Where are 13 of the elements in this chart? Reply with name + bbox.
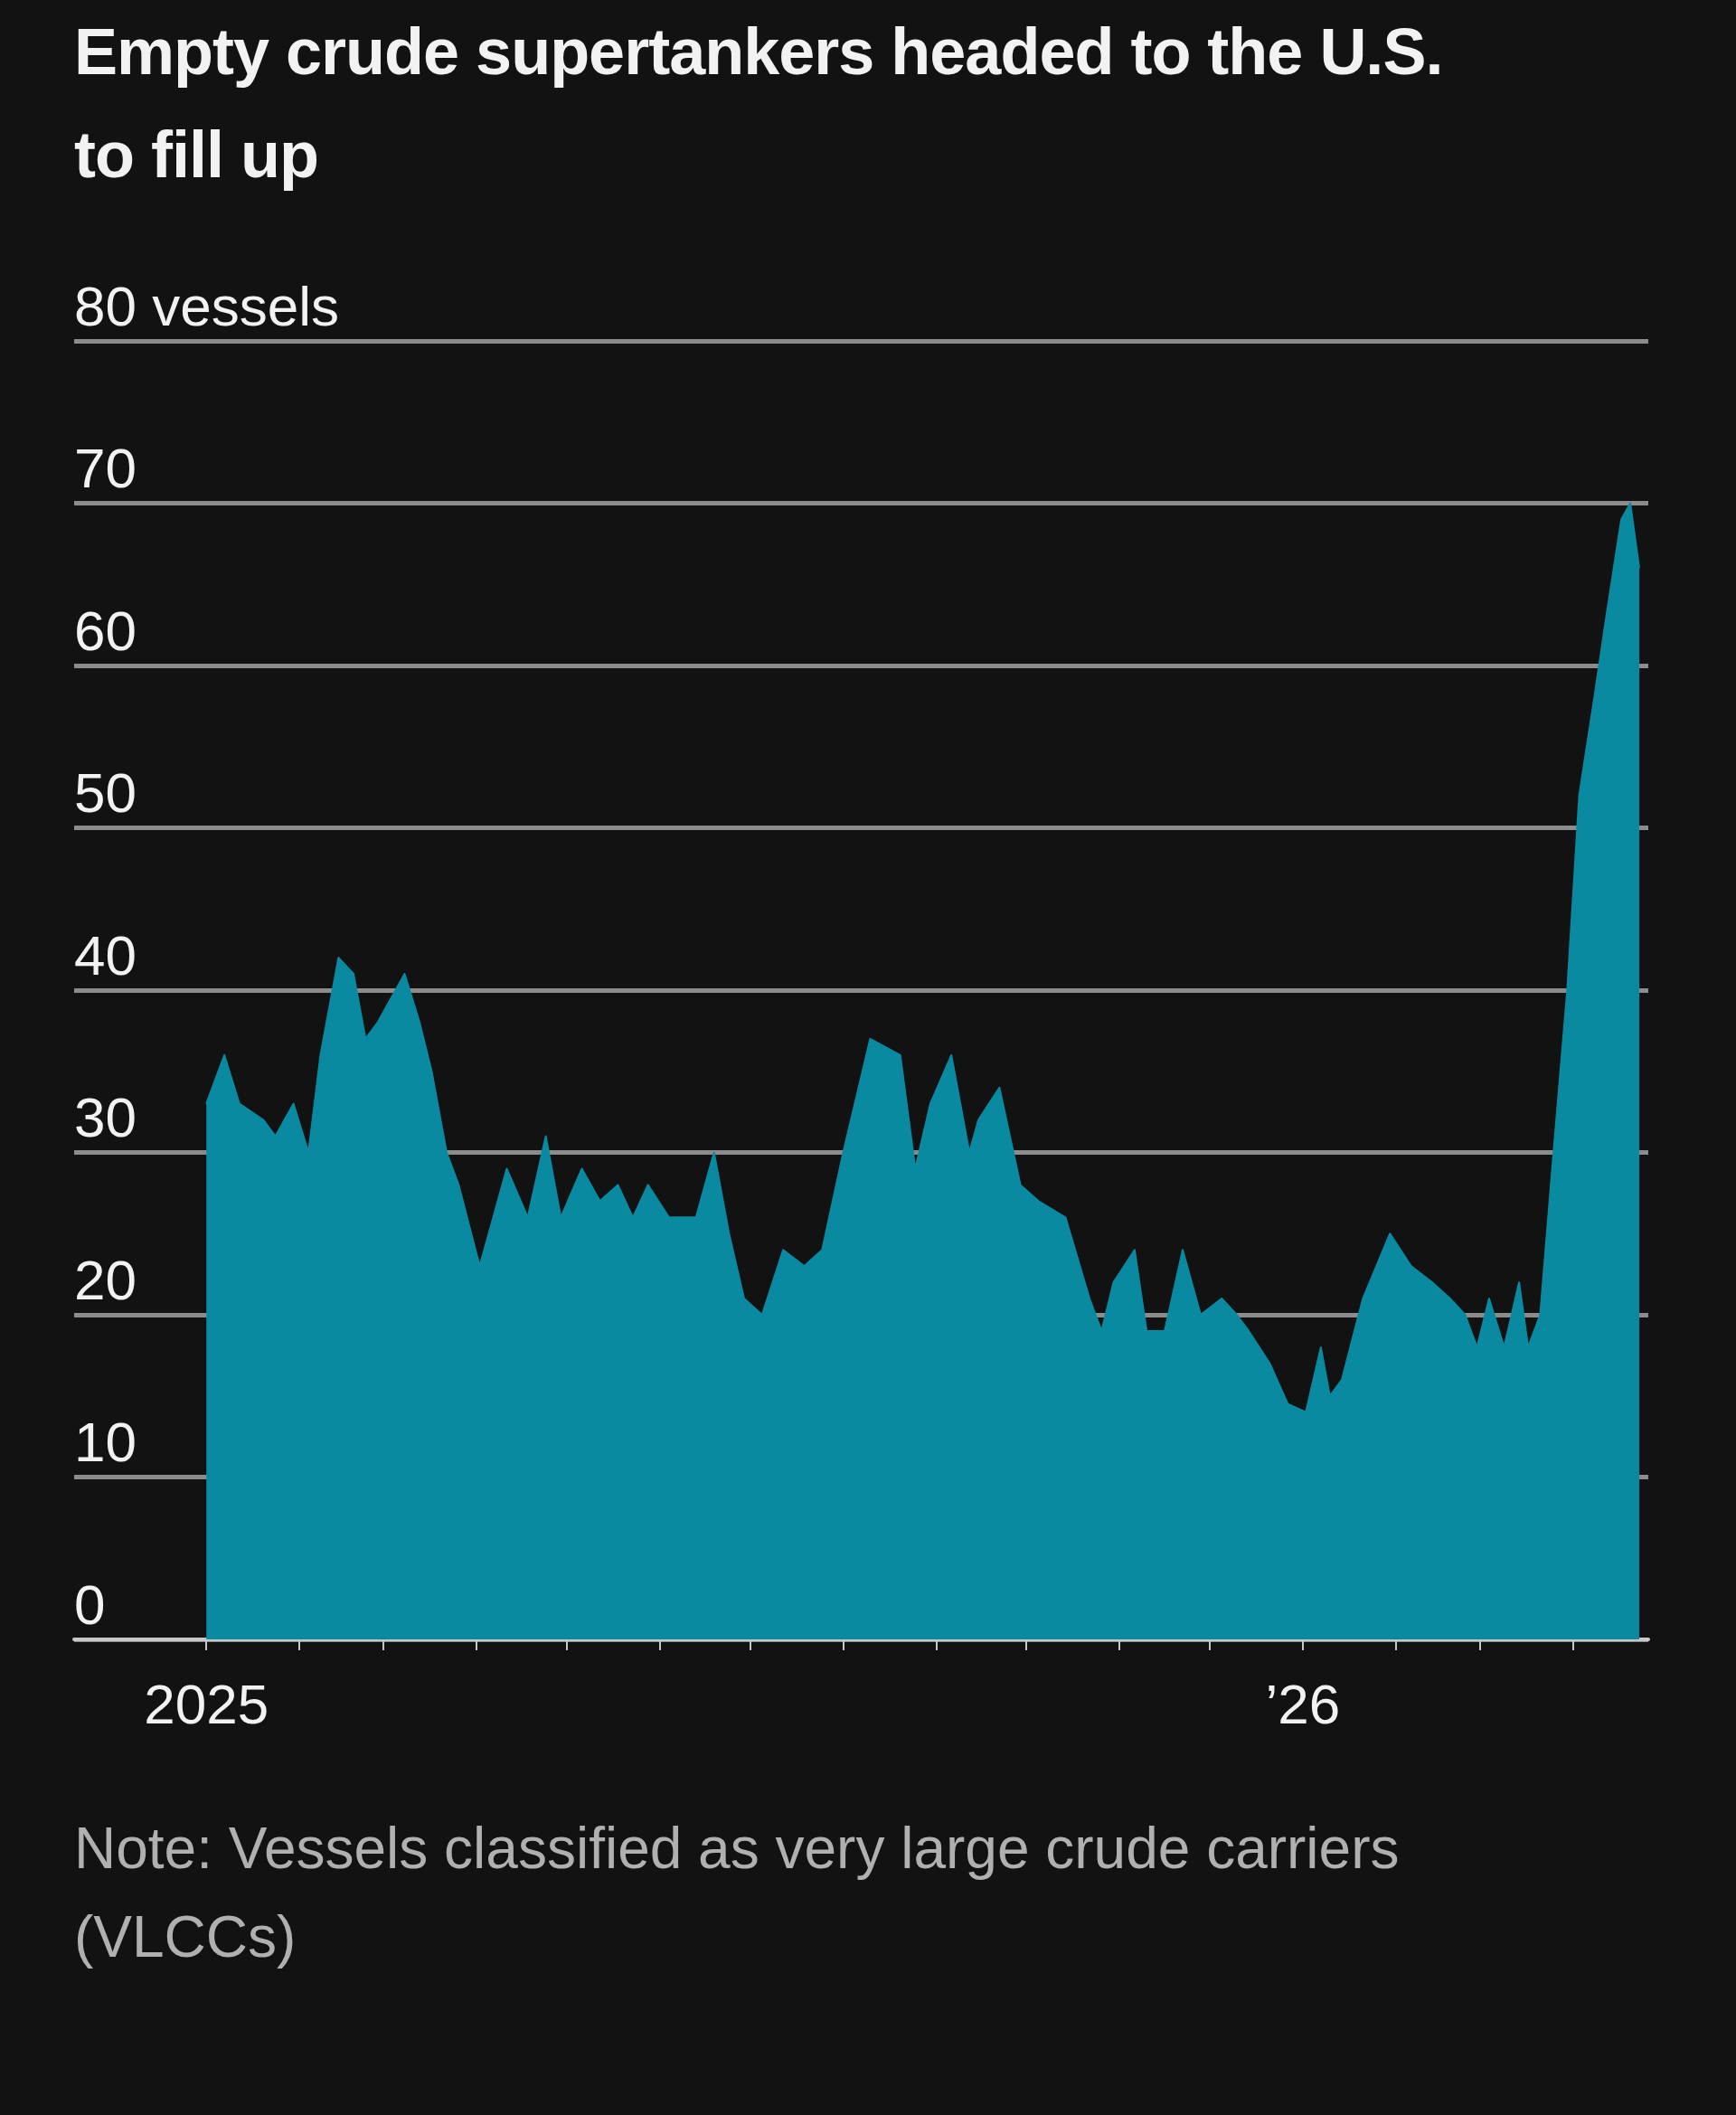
- y-tick-label: 50: [74, 761, 137, 824]
- y-tick-label: 20: [74, 1248, 137, 1311]
- chart-title: Empty crude supertankers headed to the U.S. to fill up: [74, 14, 1444, 193]
- y-tick-label: 80 vessels: [74, 274, 339, 337]
- text: Note: Vessels classified as very large crude carriers (VLCCs): [74, 1815, 1401, 1971]
- x-tick-label: ’26: [1265, 1672, 1341, 1735]
- x-tick-label: 2025: [144, 1672, 269, 1735]
- y-tick-label: 0: [74, 1572, 106, 1636]
- y-tick-label: 70: [74, 437, 137, 499]
- y-tick-label: 10: [74, 1411, 137, 1473]
- y-tick-label: 30: [74, 1086, 137, 1148]
- y-tick-label: 40: [74, 923, 137, 987]
- y-tick-label: 60: [74, 599, 137, 662]
